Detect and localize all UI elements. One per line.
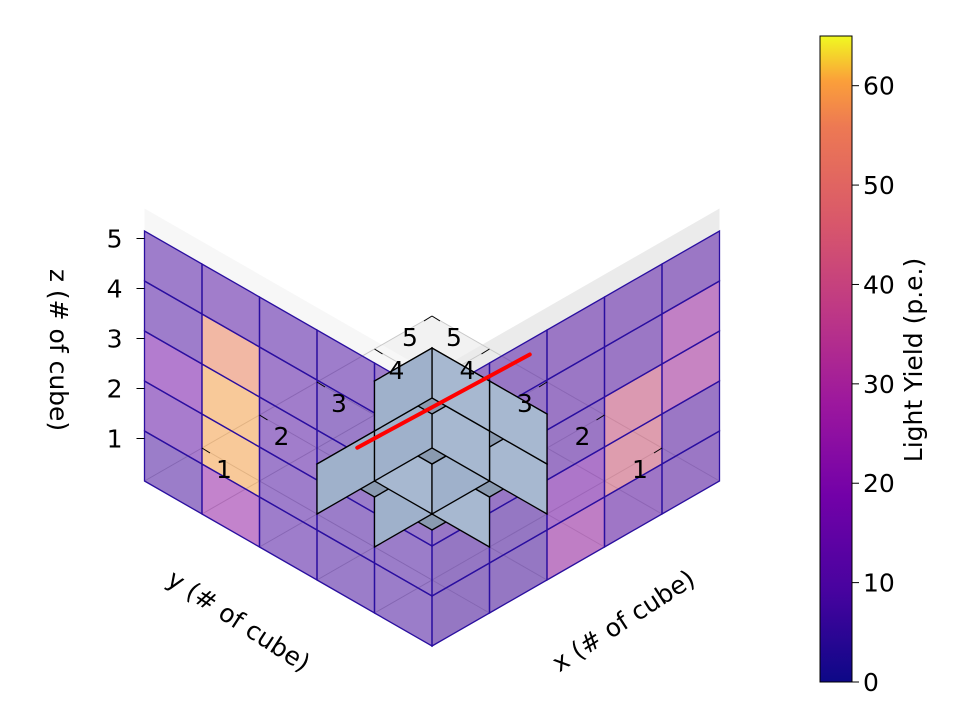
x-tick-label: 1 [216, 455, 232, 484]
x-tick-label: 3 [331, 389, 347, 418]
x-tick-label: 5 [446, 323, 462, 352]
x-tick-mark [374, 348, 383, 355]
colorbar-tick-label: 60 [863, 72, 895, 101]
colorbar-tick-label: 0 [863, 668, 879, 697]
colorbar-tick-label: 20 [863, 469, 895, 498]
cube-stack [315, 346, 549, 549]
y-tick-label: 4 [460, 356, 476, 385]
y-tick-label: 5 [402, 323, 418, 352]
colorbar-label: Light Yield (p.e.) [899, 258, 928, 462]
y-axis-label: y (# of cube) [162, 564, 315, 678]
y-tick-mark [423, 315, 433, 322]
axis-ticks: 1 2 3 4 5 1 2 3 4 5 1 2 3 4 5 [107, 225, 663, 484]
y-tick-label: 1 [632, 455, 648, 484]
x-axis-label: x (# of cube) [547, 564, 700, 678]
x-tick-label: 4 [389, 356, 405, 385]
x-tick-mark [201, 447, 211, 454]
z-tick-label: 1 [107, 425, 123, 454]
z-tick-label: 4 [107, 275, 123, 304]
y-tick-mark [481, 348, 490, 355]
z-tick-label: 2 [107, 375, 123, 404]
y-tick-mark [653, 447, 663, 454]
x-tick-mark [316, 381, 326, 388]
colorbar-tick-label: 40 [863, 270, 895, 299]
x-tick-label: 2 [274, 422, 290, 451]
y-tick-mark [538, 381, 548, 388]
xz-wall-cell [661, 229, 721, 316]
z-axis-label: z (# of cube) [44, 269, 73, 431]
y-tick-mark [596, 414, 605, 421]
colorbar-tick-label: 30 [863, 370, 895, 399]
colorbar-tick-label: 50 [863, 171, 895, 200]
z-tick-label: 5 [107, 225, 123, 254]
x-tick-mark [259, 414, 268, 421]
colorbar [819, 35, 853, 683]
track-line [355, 352, 532, 450]
track-segment [355, 352, 532, 450]
cube-y-face [373, 346, 433, 433]
cube [373, 346, 491, 433]
y-tick-label: 2 [575, 422, 591, 451]
colorbar-tick-label: 10 [863, 569, 895, 598]
x-tick-mark [431, 315, 441, 322]
z-tick-label: 3 [107, 325, 123, 354]
y-tick-label: 3 [517, 389, 533, 418]
colorbar-ticks: 0 10 20 30 40 50 60 [852, 72, 895, 697]
